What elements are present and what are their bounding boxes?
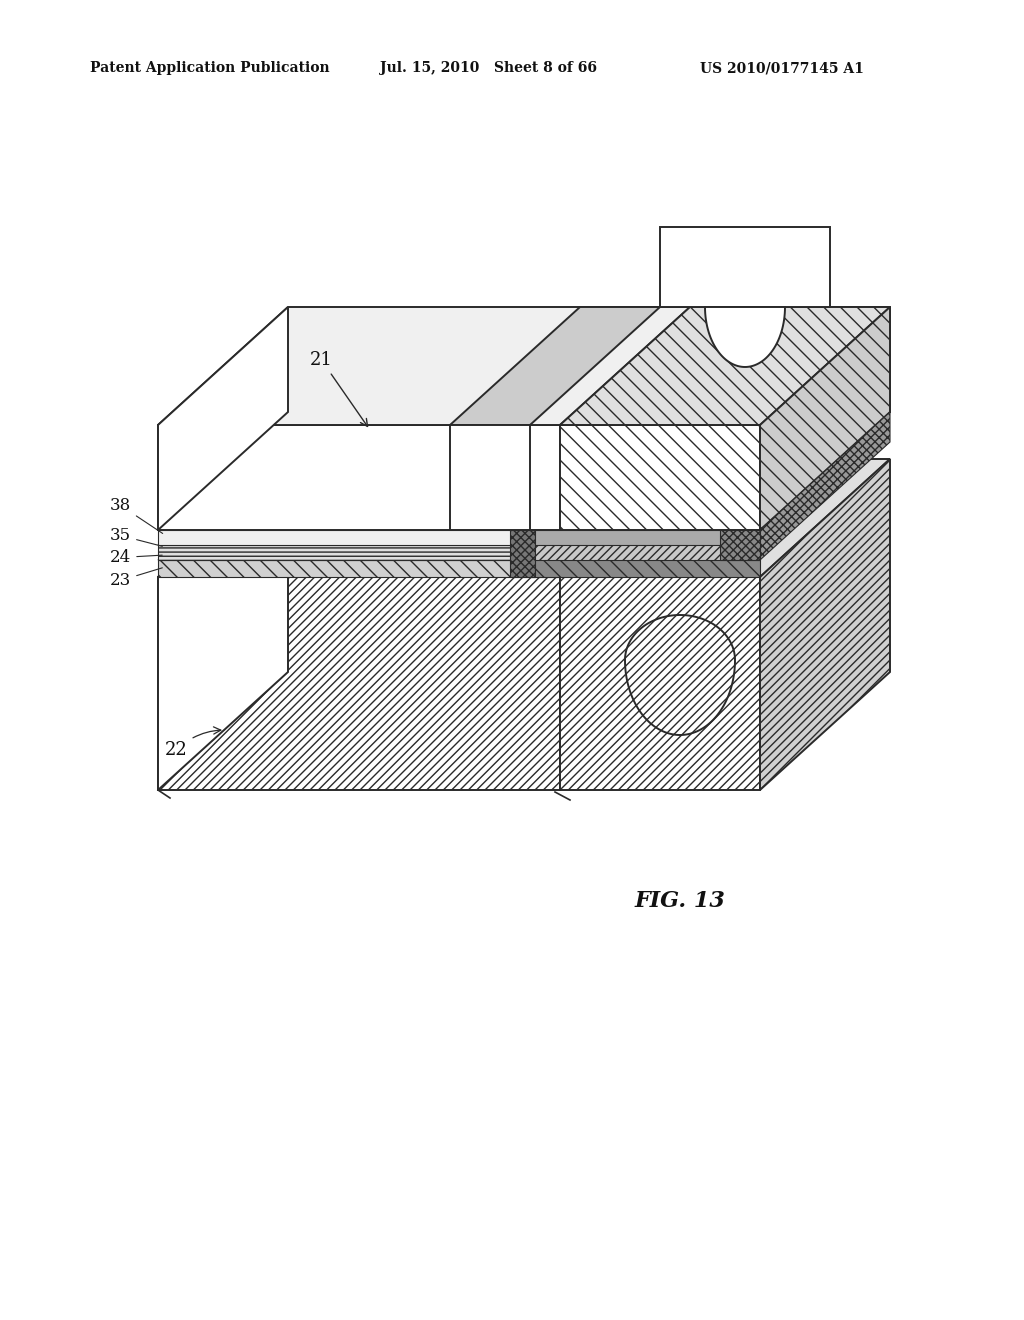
Polygon shape	[158, 426, 690, 545]
Polygon shape	[158, 531, 560, 545]
Polygon shape	[690, 308, 890, 412]
Polygon shape	[720, 531, 760, 560]
Polygon shape	[158, 560, 560, 577]
Text: Jul. 15, 2010   Sheet 8 of 66: Jul. 15, 2010 Sheet 8 of 66	[380, 61, 597, 75]
Text: 35: 35	[110, 527, 163, 546]
Polygon shape	[158, 459, 690, 577]
Polygon shape	[560, 577, 760, 789]
Polygon shape	[158, 308, 288, 531]
Polygon shape	[760, 308, 890, 531]
Polygon shape	[705, 308, 785, 367]
Polygon shape	[530, 560, 760, 577]
Text: Patent Application Publication: Patent Application Publication	[90, 61, 330, 75]
Polygon shape	[560, 425, 760, 531]
Polygon shape	[450, 308, 660, 425]
Polygon shape	[158, 412, 690, 531]
Polygon shape	[158, 308, 690, 425]
Text: US 2010/0177145 A1: US 2010/0177145 A1	[700, 61, 864, 75]
Polygon shape	[760, 412, 890, 560]
Polygon shape	[625, 615, 735, 735]
Polygon shape	[158, 425, 560, 531]
Polygon shape	[560, 308, 890, 425]
Polygon shape	[158, 442, 690, 560]
Polygon shape	[660, 227, 830, 308]
Polygon shape	[560, 459, 690, 789]
Polygon shape	[530, 545, 760, 577]
Polygon shape	[158, 577, 560, 789]
Polygon shape	[510, 531, 535, 577]
Polygon shape	[760, 459, 890, 789]
Text: 24: 24	[110, 549, 162, 566]
Polygon shape	[158, 545, 560, 560]
Text: 21: 21	[310, 351, 368, 426]
Text: FIG. 13: FIG. 13	[635, 890, 725, 912]
Polygon shape	[560, 459, 890, 577]
Polygon shape	[450, 425, 530, 531]
Polygon shape	[530, 531, 760, 545]
Polygon shape	[158, 459, 288, 789]
Polygon shape	[560, 442, 690, 577]
Text: 22: 22	[165, 727, 221, 759]
Text: 23: 23	[110, 568, 163, 589]
Polygon shape	[288, 459, 690, 672]
Text: 38: 38	[110, 498, 163, 533]
